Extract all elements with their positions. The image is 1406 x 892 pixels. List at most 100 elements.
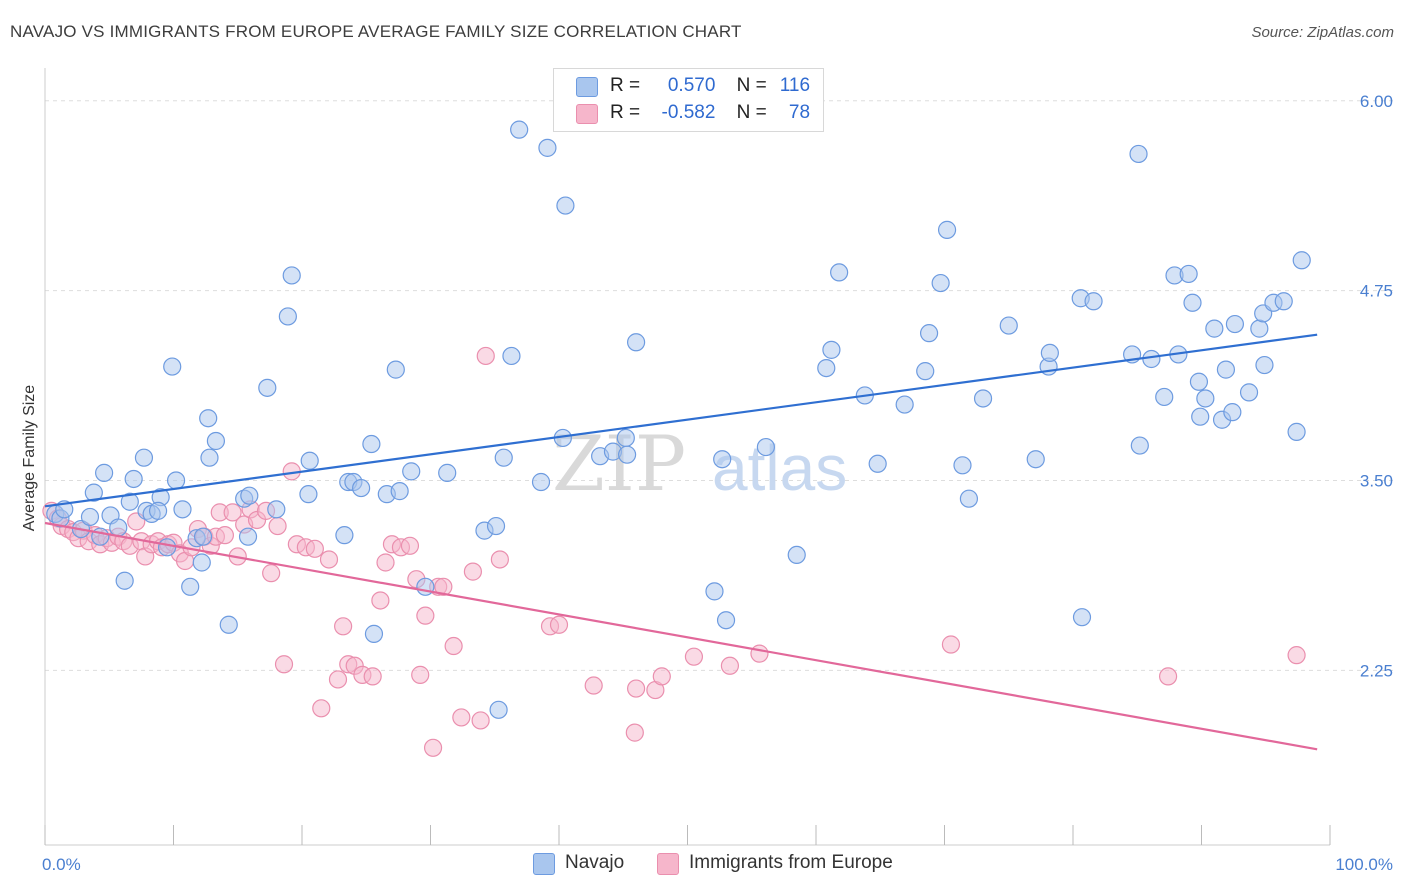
data-point-navajo (716, 611, 736, 630)
bottom-legend-swatch-europe (657, 853, 679, 875)
data-point-navajo (1155, 387, 1174, 407)
data-point-europe (452, 708, 471, 727)
data-point-navajo (438, 463, 457, 482)
data-point-navajo (238, 527, 258, 546)
data-point-europe (549, 615, 569, 634)
legend-r-label: R = (610, 102, 641, 123)
bottom-legend-label-navajo: Navajo (565, 852, 625, 873)
data-point-navajo (953, 456, 972, 475)
data-point-navajo (1205, 319, 1224, 338)
data-point-navajo (1250, 319, 1269, 338)
data-point-navajo (618, 445, 637, 464)
watermark-atlas: atlas (712, 432, 847, 504)
legend-n-value-europe: 78 (788, 102, 811, 123)
data-point-europe (625, 723, 644, 742)
data-point-navajo (830, 263, 849, 282)
data-point-navajo (219, 615, 238, 634)
series-navajo-points (46, 120, 1311, 719)
data-point-navajo (510, 120, 529, 139)
data-point-europe (411, 665, 430, 684)
data-point-navajo (109, 518, 128, 537)
data-point-navajo (868, 454, 887, 473)
data-point-navajo (999, 316, 1018, 335)
data-point-navajo (713, 450, 732, 469)
data-point-navajo (489, 700, 508, 719)
data-point-navajo (1179, 264, 1198, 284)
data-point-navajo (973, 389, 993, 408)
data-point-navajo (705, 582, 724, 601)
axes (44, 68, 1331, 846)
data-point-navajo (1196, 389, 1215, 408)
data-point-europe (319, 550, 339, 569)
stats-legend: R = 0.570 N = 116 R = -0.582 N = 78 (553, 68, 824, 132)
data-point-europe (274, 655, 294, 674)
data-point-navajo (1084, 292, 1103, 311)
data-point-navajo (352, 478, 371, 498)
data-point-navajo (916, 362, 935, 381)
data-point-navajo (494, 448, 513, 467)
data-point-europe (584, 676, 603, 695)
data-point-europe (312, 699, 331, 718)
data-point-navajo (1239, 383, 1259, 402)
data-point-navajo (1191, 407, 1210, 426)
chart-source: Source: ZipAtlas.com (1251, 24, 1394, 41)
data-point-navajo (258, 378, 277, 397)
data-point-europe (626, 679, 646, 698)
data-point-navajo (1225, 314, 1245, 334)
data-point-navajo (300, 451, 319, 470)
data-point-navajo (84, 483, 103, 502)
data-point-europe (720, 656, 740, 675)
chart-title: NAVAJO VS IMMIGRANTS FROM EUROPE AVERAGE… (10, 22, 742, 41)
data-point-navajo (1129, 144, 1148, 164)
data-point-europe (223, 503, 242, 522)
data-point-europe (376, 553, 395, 572)
legend-r-value-navajo: 0.570 (667, 75, 716, 96)
data-point-navajo (120, 492, 139, 511)
y-tick-label: 3.50 (1360, 471, 1393, 490)
data-point-navajo (278, 307, 297, 326)
y-tick-label: 2.25 (1360, 661, 1393, 680)
data-point-europe (471, 711, 490, 730)
data-point-europe (463, 562, 483, 581)
data-point-navajo (200, 448, 219, 467)
data-point-europe (262, 564, 281, 583)
x-tick-label-max: 100.0% (1335, 855, 1393, 874)
y-axis-label: Average Family Size (21, 385, 38, 532)
legend-n-label: N = (736, 102, 767, 123)
data-point-navajo (822, 340, 841, 359)
data-point-navajo (115, 571, 134, 590)
data-point-navajo (787, 545, 806, 565)
data-point-europe (434, 577, 453, 596)
data-point-navajo (390, 482, 409, 501)
trend-line-navajo (44, 333, 1318, 508)
data-point-navajo (148, 501, 168, 520)
data-point-europe (268, 516, 287, 536)
data-point-navajo (193, 527, 213, 546)
data-point-navajo (192, 553, 211, 572)
data-point-navajo (486, 516, 506, 536)
data-point-europe (334, 617, 353, 636)
data-point-europe (423, 738, 443, 757)
data-point-navajo (206, 431, 226, 451)
data-point-europe (400, 536, 420, 555)
data-point-navajo (335, 526, 354, 545)
data-point-navajo (386, 360, 405, 379)
data-point-navajo (282, 266, 301, 285)
data-point-navajo (959, 489, 979, 508)
data-point-europe (416, 606, 435, 625)
y-tick-label: 4.75 (1360, 282, 1393, 301)
data-point-navajo (919, 324, 939, 343)
data-point-navajo (299, 485, 318, 504)
data-point-navajo (616, 428, 635, 448)
legend-r-value-europe: -0.582 (661, 102, 716, 123)
data-point-navajo (1274, 292, 1293, 311)
trend-line-europe (44, 521, 1318, 751)
data-point-navajo (364, 624, 384, 643)
data-point-navajo (267, 500, 286, 519)
series-europe-points (42, 346, 1306, 757)
data-point-europe (363, 667, 382, 686)
data-point-navajo (402, 462, 421, 481)
data-point-navajo (756, 437, 775, 457)
y-tick-label: 6.00 (1360, 92, 1393, 111)
